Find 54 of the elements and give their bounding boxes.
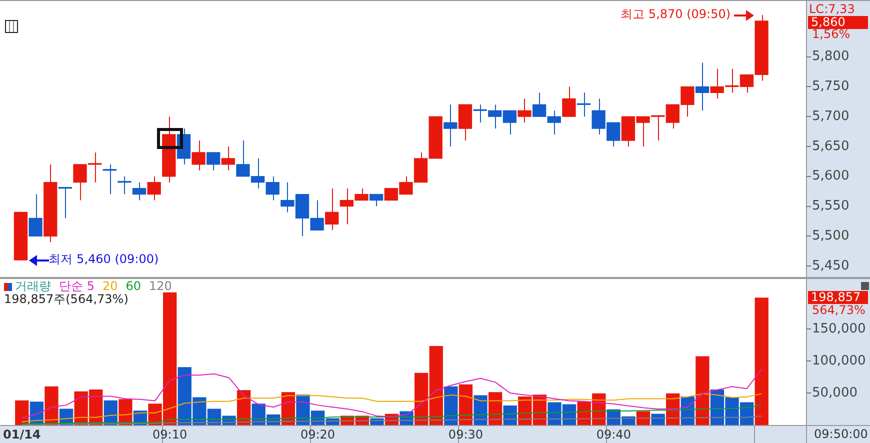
candlestick (28, 194, 42, 237)
candlestick (221, 146, 235, 171)
x-tick-label: 09:40 (596, 427, 631, 442)
text: 60 (126, 279, 141, 294)
bar (44, 386, 58, 425)
text: 09:50:00 (814, 427, 868, 442)
text: LC:7,33 (809, 2, 855, 16)
candlestick (14, 212, 28, 261)
y-tick-label: 100,000 (812, 353, 866, 368)
bar (458, 384, 473, 425)
text: 20 (102, 279, 118, 294)
candlestick (518, 98, 532, 124)
y-tick-label: 5,650 (812, 138, 850, 154)
candlestick (192, 140, 206, 171)
candlestick (695, 62, 710, 112)
bar (754, 298, 768, 425)
bar (15, 400, 29, 425)
candlestick (44, 164, 58, 243)
text: 1,56% (812, 27, 850, 42)
y-tick-label: 5,800 (812, 49, 850, 64)
y-tick-label: 5,550 (812, 198, 850, 214)
candlestick (147, 176, 161, 201)
bar (444, 386, 458, 425)
x-tick-label: 09:20 (300, 427, 336, 442)
candlestick (444, 104, 458, 147)
candlestick (206, 152, 220, 171)
x-tick-label: 09:30 (448, 427, 484, 442)
bar (696, 356, 710, 425)
candlestick (562, 86, 576, 118)
bar (636, 411, 650, 425)
text: 198,857 (811, 290, 861, 304)
text: 5,860 (811, 15, 846, 30)
candlestick (458, 104, 472, 141)
x-tick-label: 01/14 (3, 427, 41, 442)
y-tick-label: 5,700 (812, 108, 850, 124)
text: 564,73% (812, 303, 866, 318)
y-tick-label: 50,000 (812, 385, 858, 400)
y-tick-label: 5,500 (812, 228, 850, 244)
bar (488, 392, 502, 425)
annotation: 최고 5,870 (09:50) (620, 7, 731, 22)
y-tick-label: 5,450 (812, 258, 850, 274)
x-tick-label: 09:10 (152, 427, 188, 442)
y-tick-label: 150,000 (812, 322, 866, 337)
text: 120 (148, 279, 172, 294)
bar (651, 414, 665, 425)
candlestick (132, 182, 146, 201)
candlestick (325, 188, 339, 231)
text: 단순 5 (59, 279, 94, 294)
annotation: 198,857주(564,73%) (4, 292, 128, 306)
candlestick (370, 194, 384, 207)
y-tick-label: 5,600 (812, 168, 850, 184)
legend-label: 거래량 (15, 279, 51, 294)
annotation: 최저 5,460 (09:00) (48, 252, 159, 266)
y-tick-label: 5,750 (812, 79, 850, 94)
